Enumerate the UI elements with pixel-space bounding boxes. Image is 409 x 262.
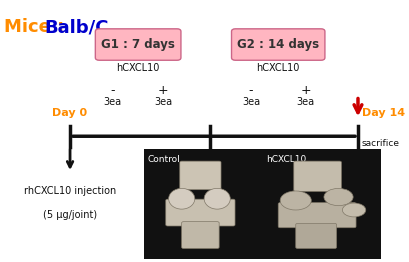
Ellipse shape — [279, 191, 310, 210]
Text: -: - — [248, 84, 253, 97]
FancyBboxPatch shape — [181, 222, 219, 248]
FancyBboxPatch shape — [293, 161, 341, 192]
FancyBboxPatch shape — [179, 161, 220, 190]
Text: 7: 7 — [205, 160, 214, 173]
Ellipse shape — [323, 188, 352, 206]
Text: G2 : 14 days: G2 : 14 days — [236, 38, 319, 51]
Text: 3ea: 3ea — [296, 97, 314, 107]
Ellipse shape — [168, 188, 194, 209]
FancyBboxPatch shape — [231, 29, 324, 60]
Text: Day 14: Day 14 — [361, 108, 404, 118]
Text: +: + — [299, 84, 310, 97]
FancyBboxPatch shape — [278, 203, 355, 228]
Text: hCXCL10: hCXCL10 — [116, 63, 160, 73]
Ellipse shape — [204, 188, 230, 209]
Text: hCXCL10: hCXCL10 — [256, 63, 299, 73]
FancyBboxPatch shape — [295, 223, 336, 248]
Text: Mice :: Mice : — [4, 18, 70, 36]
Text: 3ea: 3ea — [241, 97, 259, 107]
Text: (5 μg/joint): (5 μg/joint) — [43, 210, 97, 220]
Text: 3ea: 3ea — [103, 97, 121, 107]
Text: Balb/C: Balb/C — [45, 18, 109, 36]
Text: hCXCL10: hCXCL10 — [266, 155, 306, 163]
FancyBboxPatch shape — [144, 149, 380, 259]
Ellipse shape — [342, 203, 365, 217]
FancyBboxPatch shape — [95, 29, 180, 60]
FancyBboxPatch shape — [165, 199, 234, 226]
Text: 3ea: 3ea — [154, 97, 172, 107]
Text: +: + — [158, 84, 169, 97]
Text: rhCXCL10 injection: rhCXCL10 injection — [24, 186, 116, 196]
Text: G1 : 7 days: G1 : 7 days — [101, 38, 175, 51]
Text: -: - — [110, 84, 115, 97]
Text: Day 0: Day 0 — [52, 108, 88, 118]
Text: sacrifice: sacrifice — [361, 139, 399, 148]
Text: Control: Control — [148, 155, 180, 163]
